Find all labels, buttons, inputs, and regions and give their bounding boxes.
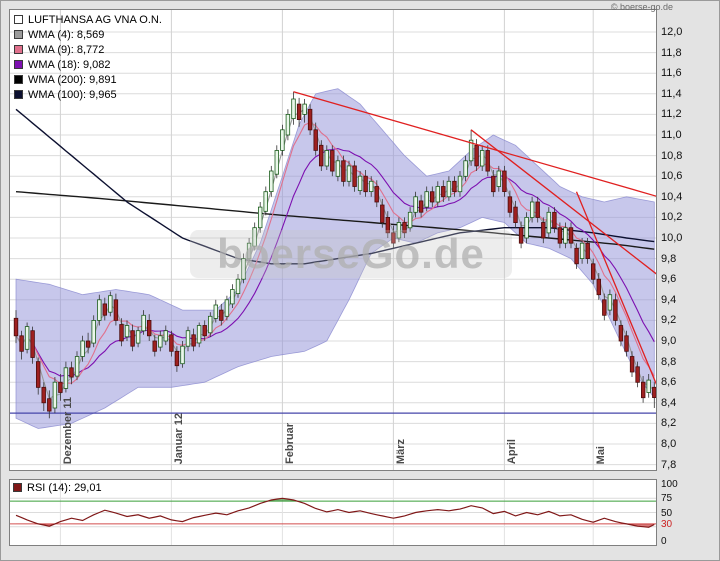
y-axis-price-label: 11,0 [661,129,682,141]
legend-item-label: WMA (4): 8,569 [28,29,105,41]
rsi-axis-label: 50 [661,507,673,519]
x-axis-month-label: Mai [595,445,608,464]
y-axis-price-label: 10,8 [661,149,683,162]
y-axis-price-label: 12,0 [661,26,683,38]
rsi-swatch-icon [13,483,22,492]
candlestick-chart [10,10,656,470]
legend-title-row: LUFTHANSA AG VNA O.N. [14,13,162,28]
legend-item-label: WMA (200): 9,891 [28,74,117,86]
instrument-swatch-icon [14,15,23,24]
y-axis-price-label: 8,6 [661,376,677,389]
y-axis-price-label: 10,4 [661,190,683,203]
y-axis-price-label: 9,4 [661,293,677,306]
y-axis-price-label: 10,0 [661,232,683,244]
y-axis-price-label: 8,4 [661,396,677,409]
legend-color-swatch-icon [14,30,23,39]
y-axis-price-label: 11,2 [661,108,682,121]
y-axis-price-label: 9,6 [661,273,677,286]
legend-color-swatch-icon [14,45,23,54]
y-axis-price-label: 10,2 [661,211,683,224]
legend-item: WMA (4): 8,569 [14,28,162,43]
y-axis-price-label: 9,8 [661,252,677,265]
rsi-panel[interactable] [9,479,657,546]
rsi-axis-label: 100 [661,479,678,490]
rsi-axis-label: 75 [661,493,673,505]
legend-item: WMA (200): 9,891 [14,73,162,88]
y-axis-price-label: 11,8 [661,46,682,59]
y-axis-price-label: 7,8 [661,458,677,471]
legend-item-label: WMA (18): 9,082 [28,59,111,71]
x-axis-month-label: Januar 12 [173,412,186,464]
y-axis-price-label: 11,4 [661,87,682,100]
y-axis-price-label: 8,8 [661,355,677,368]
legend-item-label: WMA (9): 8,772 [28,44,105,56]
legend-color-swatch-icon [14,60,23,69]
rsi-chart [10,480,656,545]
x-axis-month-label: März [395,438,408,464]
legend-item: WMA (18): 9,082 [14,58,162,73]
rsi-axis-label: 30 [661,518,673,530]
y-axis-price-label: 11,6 [661,67,682,80]
instrument-title: LUFTHANSA AG VNA O.N. [28,14,162,26]
main-chart-panel[interactable]: LUFTHANSA AG VNA O.N. WMA (4): 8,569 WMA … [9,9,657,471]
rsi-axis-label: 0 [661,536,667,547]
x-axis-month-label: Februar [284,423,297,464]
copyright-note: © boerse-go.de [610,2,673,12]
legend-color-swatch-icon [14,75,23,84]
legend-item-label: WMA (100): 9,965 [28,89,117,101]
watermark: boerseGo.de [190,230,512,278]
y-axis-price-label: 8,0 [661,438,677,450]
rsi-label: RSI (14): 29,01 [27,482,102,494]
chart-legend: LUFTHANSA AG VNA O.N. WMA (4): 8,569 WMA … [14,13,162,103]
x-axis-month-label: April [506,438,519,464]
y-axis-price-label: 10,6 [661,170,683,183]
rsi-legend: RSI (14): 29,01 [13,482,102,494]
x-axis-month-label: Dezember 11 [62,396,75,464]
y-axis-price-label: 9,0 [661,335,677,347]
legend-item: WMA (9): 8,772 [14,43,162,58]
legend-color-swatch-icon [14,90,23,99]
legend-item: WMA (100): 9,965 [14,88,162,103]
y-axis-price-label: 9,2 [661,314,677,327]
y-axis-price-label: 8,2 [661,417,677,430]
